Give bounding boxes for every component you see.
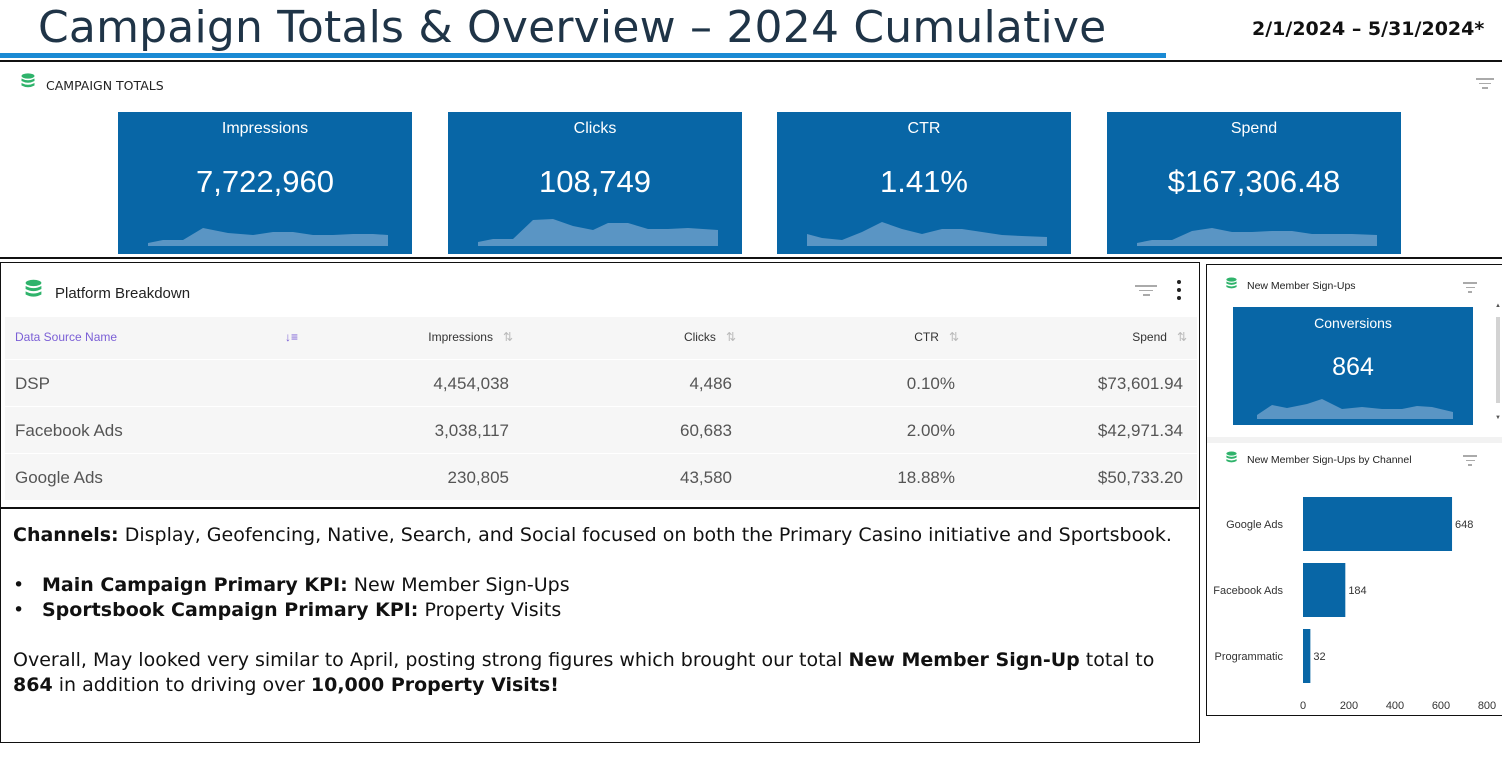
- kpi-tile-impressions[interactable]: Impressions 7,722,960: [118, 112, 412, 254]
- cell-impressions: 3,038,117: [434, 421, 509, 440]
- filter-icon[interactable]: [1463, 455, 1477, 469]
- chart-data-label: 648: [1455, 519, 1473, 531]
- kpi-tile-spend[interactable]: Spend $167,306.48: [1107, 112, 1401, 254]
- sort-icon[interactable]: ⇅: [1176, 330, 1187, 344]
- chart-tick-label: 400: [1386, 700, 1404, 712]
- cell-data-source: Google Ads: [15, 468, 103, 487]
- sort-icon[interactable]: ⇅: [948, 330, 959, 344]
- cell-impressions: 4,454,038: [433, 374, 509, 393]
- platform-breakdown-widget: Platform Breakdown Data Source Name ↓≡ I…: [0, 262, 1200, 508]
- column-header-impressions[interactable]: Impressions ⇅: [428, 330, 513, 344]
- kpi-tile-ctr[interactable]: CTR 1.41%: [777, 112, 1071, 254]
- database-icon: [25, 279, 42, 299]
- sort-icon[interactable]: ⇅: [725, 330, 736, 344]
- column-header-spend[interactable]: Spend ⇅: [1132, 330, 1187, 344]
- chart-data-label: 184: [1348, 585, 1366, 597]
- chart-tick-label: 600: [1432, 700, 1450, 712]
- cell-clicks: 4,486: [689, 374, 732, 393]
- sparkline: [1257, 399, 1453, 419]
- kpi-value: 1.41%: [880, 164, 968, 199]
- database-icon: [1226, 277, 1237, 290]
- chart-category-label: Facebook Ads: [1213, 585, 1283, 597]
- channels-paragraph: Channels: Display, Geofencing, Native, S…: [13, 524, 1172, 546]
- sparkline: [148, 228, 388, 246]
- chart-bar: [1303, 629, 1311, 683]
- kpi-label: CTR: [907, 120, 941, 137]
- sort-icon-active[interactable]: ↓≡: [285, 330, 299, 344]
- chart-bar: [1303, 497, 1453, 551]
- column-header-data-source[interactable]: Data Source Name: [15, 330, 118, 344]
- title-underline: [0, 53, 1166, 58]
- kpi-label: Spend: [1230, 120, 1278, 137]
- signups-by-channel-label: New Member Sign-Ups by Channel: [1247, 454, 1412, 466]
- database-icon: [1226, 451, 1237, 464]
- kpi-label: Conversions: [1314, 315, 1392, 331]
- table-row[interactable]: Google Ads 230,805 43,580 18.88% $50,733…: [5, 453, 1197, 500]
- cell-data-source: Facebook Ads: [15, 421, 123, 440]
- list-item: Main Campaign Primary KPI: New Member Si…: [13, 573, 1187, 598]
- section-divider: [0, 257, 1502, 259]
- scrollbar[interactable]: ▲ ▼: [1495, 303, 1501, 421]
- chart-data-label: 32: [1313, 651, 1325, 663]
- page-title: Campaign Totals & Overview – 2024 Cumula…: [38, 2, 1107, 53]
- kpi-list: Main Campaign Primary KPI: New Member Si…: [13, 573, 1187, 623]
- database-icon: [21, 73, 35, 89]
- kpi-value: 7,722,960: [196, 164, 334, 199]
- list-item: Sportsbook Campaign Primary KPI: Propert…: [13, 598, 1187, 623]
- cell-spend: $42,971.34: [1097, 421, 1183, 440]
- cell-impressions: 230,805: [447, 468, 509, 487]
- cell-clicks: 60,683: [680, 421, 732, 440]
- cell-ctr: 0.10%: [906, 374, 955, 393]
- platform-breakdown-label: Platform Breakdown: [55, 285, 191, 302]
- platform-table: Data Source Name ↓≡ Impressions ⇅ Clicks ⇅…: [5, 317, 1197, 500]
- new-member-signups-label: New Member Sign-Ups: [1247, 280, 1356, 292]
- campaign-totals-widget: CAMPAIGN TOTALS Impressions 7,722,960 Cl…: [0, 62, 1502, 258]
- kpi-value: 864: [1332, 353, 1374, 381]
- signups-by-channel-chart: Google Ads 648 Facebook Ads 184 Programmatic…: [1213, 497, 1496, 712]
- notes-textbox: Channels: Display, Geofencing, Native, S…: [0, 508, 1200, 743]
- kpi-value: 108,749: [538, 164, 652, 199]
- cell-data-source: DSP: [15, 374, 50, 393]
- filter-icon[interactable]: [1135, 285, 1157, 299]
- sparkline: [807, 222, 1047, 246]
- cell-ctr: 18.88%: [897, 468, 955, 487]
- kpi-tile-conversions[interactable]: Conversions 864: [1233, 307, 1473, 425]
- more-options-icon[interactable]: [1175, 280, 1183, 304]
- kpi-tile-clicks[interactable]: Clicks 108,749: [448, 112, 742, 254]
- sparkline: [478, 219, 718, 246]
- table-row[interactable]: Facebook Ads 3,038,117 60,683 2.00% $42,…: [5, 406, 1197, 453]
- sparkline: [1137, 228, 1377, 246]
- chart-tick-label: 0: [1300, 700, 1306, 712]
- title-divider: [0, 60, 1502, 62]
- filter-icon[interactable]: [1463, 282, 1477, 296]
- cell-spend: $50,733.20: [1097, 468, 1183, 487]
- filter-icon[interactable]: [1476, 78, 1494, 92]
- scrollbar-thumb[interactable]: [1496, 317, 1500, 403]
- chart-tick-label: 800: [1478, 700, 1496, 712]
- sort-icon[interactable]: ⇅: [502, 330, 513, 344]
- date-range: 2/1/2024 – 5/31/2024*: [1252, 18, 1485, 40]
- kpi-label: Clicks: [573, 120, 617, 137]
- kpi-label: Impressions: [221, 120, 309, 137]
- chart-category-label: Programmatic: [1215, 651, 1284, 663]
- table-row[interactable]: DSP 4,454,038 4,486 0.10% $73,601.94: [5, 359, 1197, 406]
- overall-paragraph: Overall, May looked very similar to Apri…: [13, 649, 1155, 696]
- campaign-totals-label: CAMPAIGN TOTALS: [46, 78, 164, 93]
- cell-clicks: 43,580: [680, 468, 732, 487]
- table-header: Data Source Name ↓≡ Impressions ⇅ Clicks ⇅…: [5, 317, 1197, 359]
- chart-category-label: Google Ads: [1226, 519, 1283, 531]
- right-panel: New Member Sign-Ups Conversions 864 ▲ ▼ …: [1206, 264, 1502, 716]
- chart-tick-label: 200: [1340, 700, 1358, 712]
- widget-divider: [1207, 437, 1502, 443]
- column-header-clicks[interactable]: Clicks ⇅: [683, 330, 736, 344]
- cell-spend: $73,601.94: [1097, 374, 1183, 393]
- cell-ctr: 2.00%: [906, 421, 955, 440]
- chart-bar: [1303, 563, 1346, 617]
- column-header-ctr[interactable]: CTR ⇅: [914, 330, 959, 344]
- kpi-value: $167,306.48: [1167, 164, 1341, 199]
